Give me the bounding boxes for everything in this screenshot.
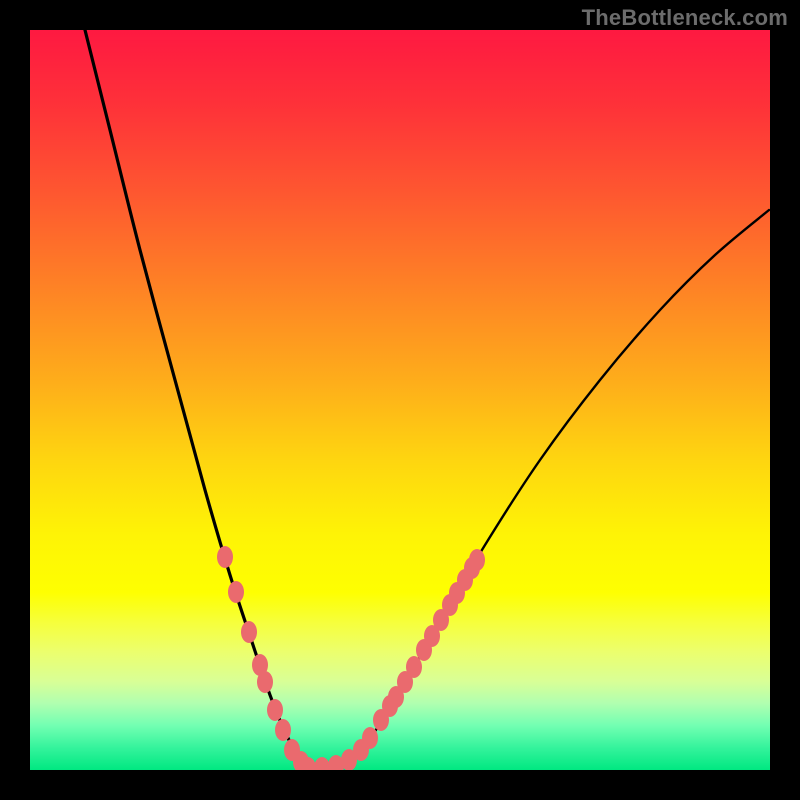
data-marker: [241, 621, 257, 643]
data-marker: [469, 549, 485, 571]
data-marker: [406, 656, 422, 678]
data-marker: [257, 671, 273, 693]
gradient-background: [30, 30, 770, 770]
data-marker: [217, 546, 233, 568]
chart-container: { "watermark": { "text": "TheBottleneck.…: [0, 0, 800, 800]
data-marker: [362, 727, 378, 749]
watermark-text: TheBottleneck.com: [582, 5, 788, 31]
bottleneck-chart: [0, 0, 800, 800]
data-marker: [228, 581, 244, 603]
data-marker: [267, 699, 283, 721]
data-marker: [275, 719, 291, 741]
